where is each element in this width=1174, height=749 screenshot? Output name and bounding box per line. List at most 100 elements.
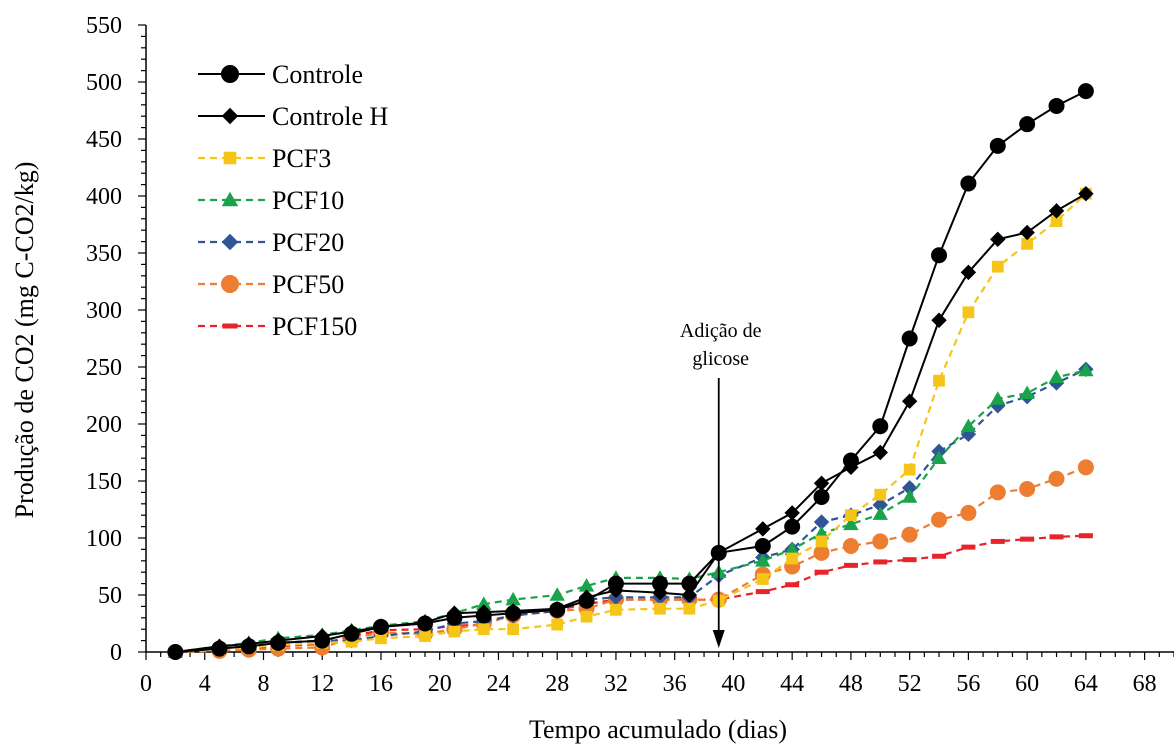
x-tick-label: 16 <box>369 671 393 697</box>
data-point <box>842 452 859 469</box>
series-line <box>175 466 1087 654</box>
x-tick-label: 68 <box>1133 671 1157 697</box>
data-point <box>872 506 888 520</box>
data-point <box>549 587 565 601</box>
y-tick-label: 0 <box>110 640 122 666</box>
x-tick-label: 36 <box>663 671 687 697</box>
data-point <box>580 610 593 623</box>
data-point <box>784 541 800 556</box>
legend-label: PCF10 <box>272 186 344 215</box>
data-point <box>990 231 1006 248</box>
data-point <box>990 538 1005 544</box>
y-tick-label: 150 <box>86 469 122 495</box>
series-line <box>175 90 1087 653</box>
data-point <box>1049 534 1064 540</box>
x-tick-label: 40 <box>721 671 745 697</box>
data-point <box>372 618 389 635</box>
data-point <box>549 601 566 618</box>
legend-label: PCF3 <box>272 144 331 173</box>
data-point <box>683 602 696 615</box>
legend-marker <box>221 107 239 125</box>
data-point <box>419 630 431 642</box>
data-point <box>872 497 888 513</box>
data-point <box>1077 83 1094 100</box>
data-point <box>211 640 228 657</box>
data-point <box>961 544 976 550</box>
legend-marker <box>221 275 239 293</box>
data-point <box>610 603 622 616</box>
legend-label: PCF50 <box>272 270 344 299</box>
data-point <box>1019 385 1035 399</box>
data-point <box>417 615 434 632</box>
y-tick-label: 50 <box>98 583 122 609</box>
legend-label: PCF150 <box>272 312 357 341</box>
annotation-text: Adição de <box>680 320 762 342</box>
x-tick-label: 32 <box>604 671 628 697</box>
x-tick-label: 64 <box>1074 671 1098 697</box>
data-point <box>784 505 800 521</box>
x-tick-label: 8 <box>257 671 269 697</box>
x-tick-label: 20 <box>428 671 452 697</box>
y-tick-label: 250 <box>86 355 122 381</box>
data-point <box>901 526 918 543</box>
data-point <box>931 511 948 528</box>
data-point <box>756 573 769 585</box>
axes-layer: 0 4 8 12 16 20 24 28 32 36 40 44 48 52 56 60 64 680501001… <box>86 13 1174 697</box>
data-point <box>785 582 800 588</box>
data-point <box>931 247 948 264</box>
data-point <box>813 514 830 530</box>
data-point <box>1078 362 1094 377</box>
data-point <box>901 489 918 503</box>
x-tick-label: 4 <box>199 671 211 697</box>
data-point <box>578 578 595 592</box>
x-tick-label: 44 <box>780 671 804 697</box>
data-point <box>784 518 801 535</box>
data-point <box>960 504 977 521</box>
data-point <box>1078 533 1093 539</box>
data-point <box>960 264 977 281</box>
series-controle-h <box>167 186 1094 660</box>
series-controle <box>167 83 1094 660</box>
series-layer <box>167 83 1094 660</box>
x-tick-label: 0 <box>140 671 152 697</box>
data-point <box>270 634 287 651</box>
data-point <box>903 463 916 476</box>
data-point <box>475 607 492 624</box>
data-point <box>960 418 977 433</box>
y-tick-label: 300 <box>86 298 122 324</box>
legend-item: PCF50 <box>198 270 344 299</box>
data-point <box>551 618 564 631</box>
annotation-text: glicose <box>692 348 749 370</box>
data-point <box>1019 224 1035 241</box>
data-point <box>931 312 947 328</box>
x-tick-label: 24 <box>486 671 510 697</box>
data-point <box>813 475 830 491</box>
data-point <box>989 137 1006 154</box>
legend-marker <box>221 65 239 83</box>
data-point <box>167 644 184 660</box>
data-point <box>872 444 888 461</box>
data-point <box>1050 215 1063 227</box>
data-point <box>813 544 830 561</box>
legend-item: PCF150 <box>198 312 357 341</box>
y-tick-label: 450 <box>86 127 122 153</box>
y-tick-label: 350 <box>86 241 122 267</box>
data-point <box>815 535 828 548</box>
x-axis-title: Tempo acumulado (dias) <box>529 715 787 744</box>
data-point <box>1077 459 1094 476</box>
data-point <box>505 591 521 606</box>
legend-item: PCF10 <box>198 186 344 215</box>
data-point <box>842 537 859 554</box>
data-point <box>901 480 918 496</box>
data-point <box>652 575 668 592</box>
series-pcf3 <box>169 187 1092 658</box>
series-pcf50 <box>167 459 1094 660</box>
data-point <box>989 484 1006 501</box>
data-point <box>476 596 492 610</box>
data-point <box>814 569 829 575</box>
series-line <box>175 534 1086 654</box>
data-point <box>843 562 858 568</box>
data-point <box>813 488 830 505</box>
data-point <box>755 553 771 567</box>
